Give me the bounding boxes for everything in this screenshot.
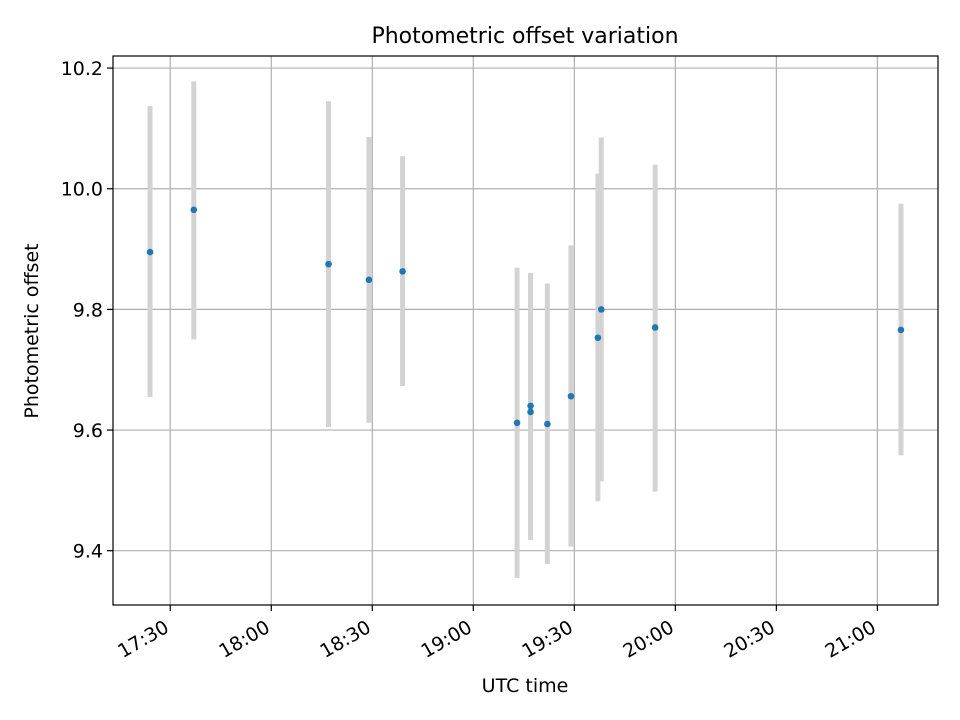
data-point [190,206,198,214]
data-point [527,408,534,416]
data-point [399,268,406,275]
y-axis: 9.4 9.6 9.8 10.0 10.2 [61,58,113,563]
y-tick-label: 9.6 [73,420,103,442]
x-axis-label: UTC time [482,675,569,697]
plot-frame [112,55,939,606]
y-tick-label: 9.4 [73,541,103,563]
data-points [146,206,905,428]
data-point [365,276,373,284]
data-point [325,260,332,268]
data-point [597,306,605,313]
data-point [146,248,154,256]
y-tick-label: 10.2 [61,58,103,80]
data-point [527,402,534,410]
y-tick-label: 10.0 [61,179,103,201]
data-point [513,419,521,427]
data-point [651,324,659,331]
grid [113,56,938,605]
data-point [594,334,602,342]
y-axis-label: Photometric offset [21,243,43,418]
data-point [897,326,905,334]
y-tick-label: 9.8 [73,299,103,321]
chart-title: Photometric offset variation [371,24,678,49]
data-point [544,420,551,428]
data-point [567,392,575,400]
